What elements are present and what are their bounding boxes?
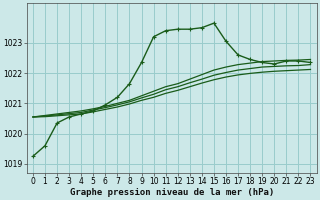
X-axis label: Graphe pression niveau de la mer (hPa): Graphe pression niveau de la mer (hPa) <box>69 188 274 197</box>
